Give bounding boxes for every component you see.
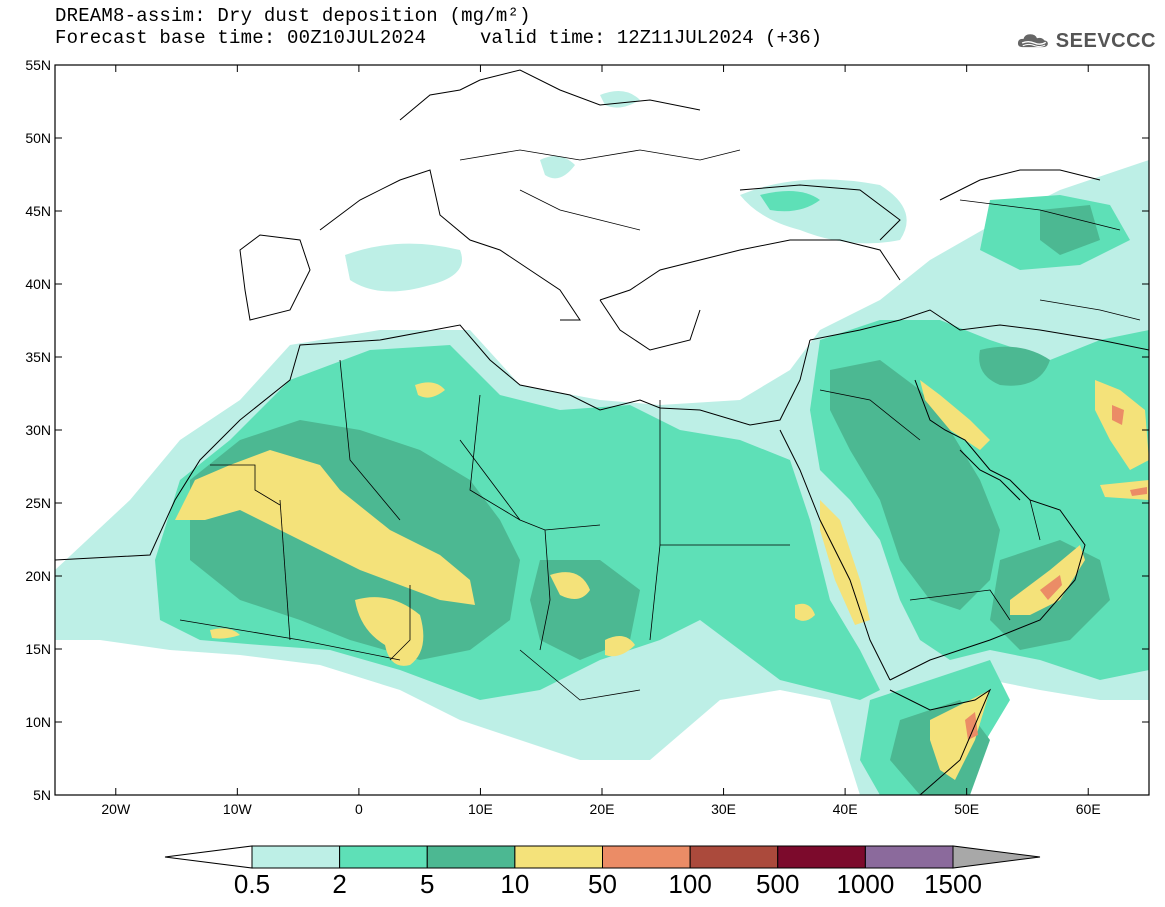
lat-tick-label: 55N bbox=[25, 57, 51, 73]
lon-tick-label: 20W bbox=[101, 801, 131, 817]
colorbar-swatch bbox=[251, 845, 341, 869]
lat-tick-label: 10N bbox=[25, 714, 51, 730]
lon-tick-label: 10W bbox=[223, 801, 253, 817]
colorbar-swatch bbox=[426, 845, 516, 869]
coastlines bbox=[55, 69, 1149, 795]
lat-tick-label: 50N bbox=[25, 130, 51, 146]
lon-tick-label: 60E bbox=[1076, 801, 1101, 817]
map-title: DREAM8-assim: Dry dust deposition (mg/m²… bbox=[55, 5, 531, 27]
colorbar-label: 500 bbox=[756, 869, 799, 899]
colorbar-label: 100 bbox=[668, 869, 711, 899]
seevccc-logo: SEEVCCC bbox=[1016, 26, 1156, 56]
lat-tick-label: 15N bbox=[25, 641, 51, 657]
colorbar-label: 5 bbox=[420, 869, 434, 899]
colorbar-label: 50 bbox=[588, 869, 617, 899]
lat-tick-label: 45N bbox=[25, 203, 51, 219]
colorbar-swatch bbox=[514, 845, 603, 869]
colorbar-label: 1000 bbox=[836, 869, 894, 899]
lat-tick-label: 35N bbox=[25, 349, 51, 365]
colorbar: 0.5 2 5 10 50 100 500 1000 1500 bbox=[164, 845, 1041, 899]
colorbar-swatch bbox=[689, 845, 779, 869]
lat-tick-label: 40N bbox=[25, 276, 51, 292]
colorbar-label: 2 bbox=[332, 869, 346, 899]
lon-tick-label: 30E bbox=[711, 801, 736, 817]
country-borders bbox=[179, 149, 1141, 701]
lat-tick-label: 25N bbox=[25, 495, 51, 511]
lat-tick-label: 20N bbox=[25, 568, 51, 584]
lat-tick-label: 5N bbox=[33, 787, 51, 803]
lon-tick-label: 10E bbox=[468, 801, 493, 817]
colorbar-label: 0.5 bbox=[234, 869, 270, 899]
valid-time: valid time: 12Z11JUL2024 (+36) bbox=[480, 27, 823, 49]
lon-tick-label: 20E bbox=[590, 801, 615, 817]
colorbar-swatch bbox=[602, 845, 691, 869]
lon-tick-label: 0 bbox=[355, 801, 363, 817]
colorbar-swatch bbox=[864, 845, 954, 869]
colorbar-swatch bbox=[339, 845, 428, 869]
colorbar-under-arrow bbox=[164, 845, 253, 869]
lon-tick-label: 40E bbox=[833, 801, 858, 817]
colorbar-label: 1500 bbox=[924, 869, 982, 899]
lon-tick-label: 50E bbox=[954, 801, 979, 817]
cloud-icon bbox=[1017, 34, 1048, 48]
latitude-axis: 55N 50N 45N 40N 35N 30N 25N 20N 15N 10N 5N bbox=[25, 57, 1149, 803]
lat-tick-label: 30N bbox=[25, 422, 51, 438]
logo-text: SEEVCCC bbox=[1055, 29, 1156, 52]
dust-field-very-high bbox=[965, 405, 1147, 740]
colorbar-swatch bbox=[777, 845, 866, 869]
colorbar-over-arrow bbox=[952, 845, 1041, 869]
colorbar-label: 10 bbox=[500, 869, 529, 899]
longitude-axis: 20W 10W 0 10E 20E 30E 40E 50E 60E bbox=[101, 65, 1101, 817]
forecast-base-time: Forecast base time: 00Z10JUL2024 bbox=[55, 27, 427, 49]
